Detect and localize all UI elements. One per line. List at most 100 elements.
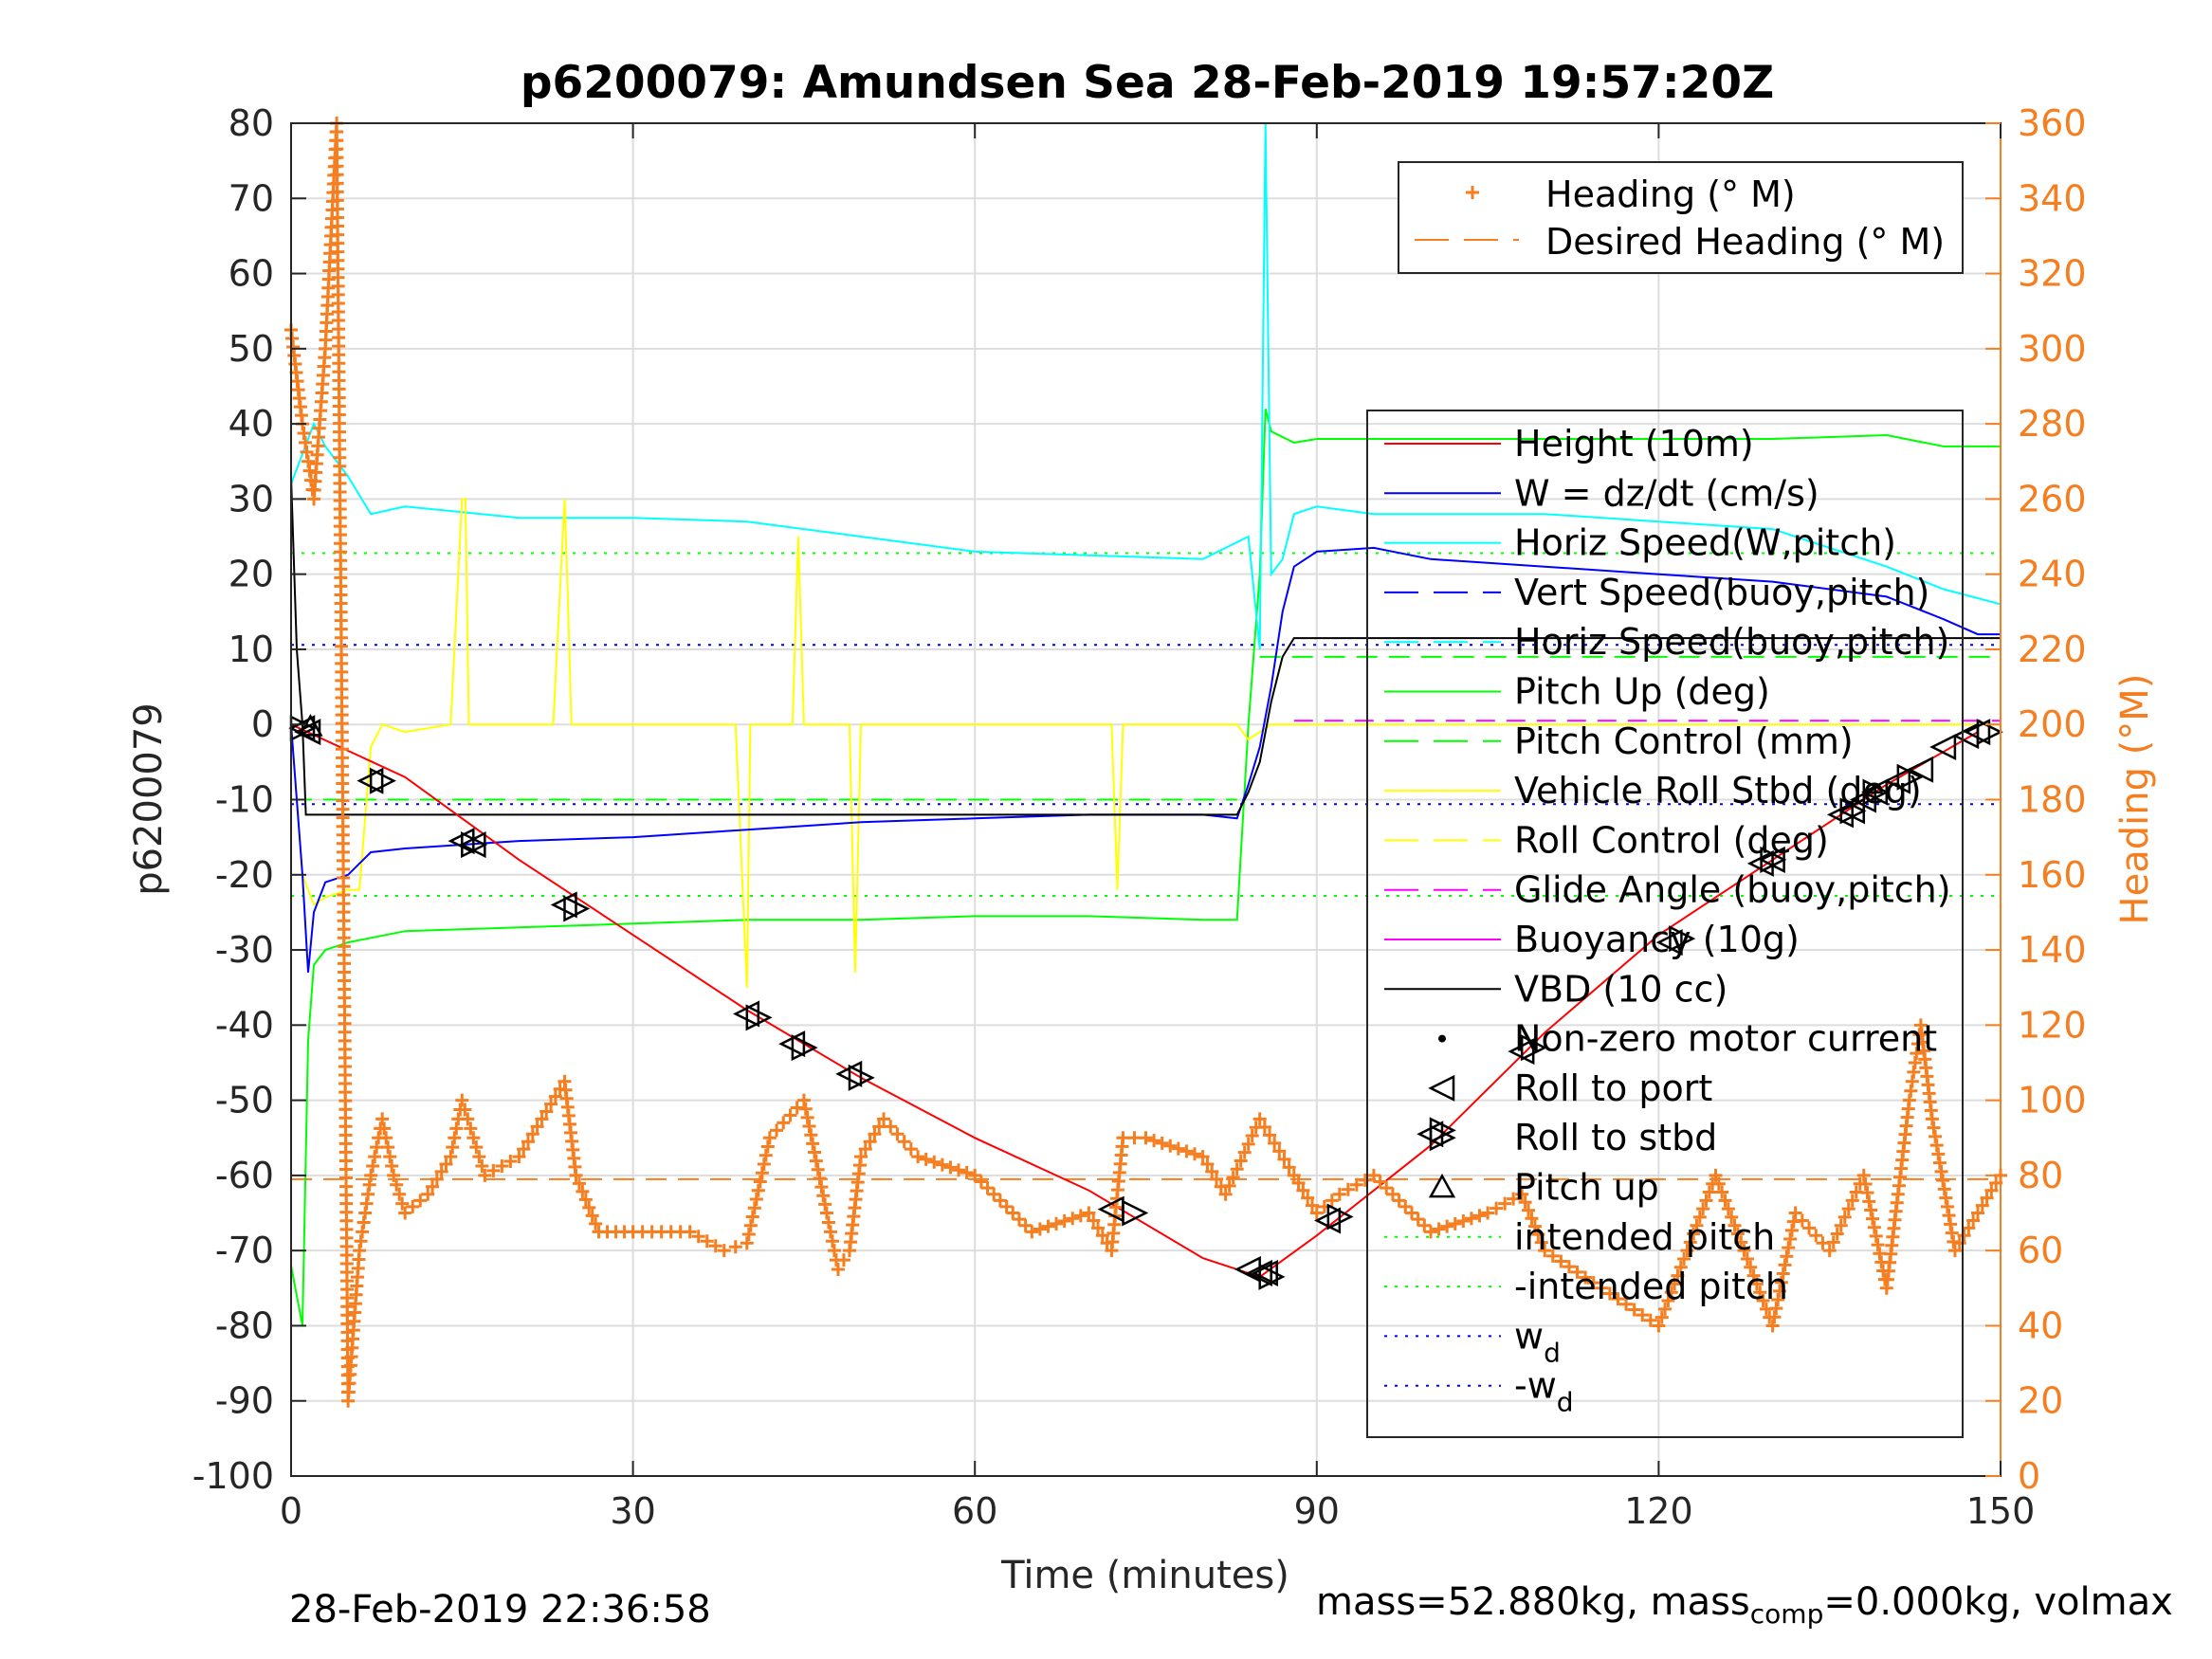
heading-point-fill [1849,1185,1863,1199]
heading-point-fill [1579,1270,1593,1285]
heading-point [796,1093,811,1107]
heading-point-fill [760,1139,775,1154]
heading-point-fill [1498,1196,1512,1211]
mass-rest: =0.000kg, volmax [1823,1580,2173,1624]
heading-point-fill [1432,1222,1446,1236]
roll-to-port-marker [1929,733,1957,761]
heading-point-fill [807,1145,821,1159]
heading-point-fill [302,464,317,478]
heading-point-fill [1464,1212,1478,1226]
legend-main-entry: W = dz/dt (cm/s) [1514,472,1819,514]
heading-point [1538,1244,1552,1258]
heading-point-fill [1927,1121,1941,1135]
heading-point-fill [1782,1241,1796,1255]
heading-point-fill [818,1197,832,1212]
heading-point-fill [1962,1221,1976,1235]
heading-point-fill [1091,1221,1106,1235]
heading-point-fill [753,1175,767,1189]
heading-point-fill [1619,1297,1634,1311]
heading-point-fill [1734,1235,1748,1249]
heading-point-fill [1472,1209,1487,1223]
y-tick-label: 0 [251,703,274,745]
y2-tick-label: 60 [2018,1230,2063,1271]
heading-point-fill [1673,1260,1688,1274]
heading-point-fill [1611,1292,1625,1306]
roll-to-port-marker [1907,756,1934,783]
y2-tick-label: 80 [2018,1155,2063,1196]
heading-point [421,1187,435,1201]
heading-point-fill [747,1201,761,1215]
roll-to-stbd-marker [1896,763,1924,791]
heading-point-fill [1095,1229,1109,1243]
y-tick-label: 80 [229,102,274,144]
heading-point-fill [1073,1209,1088,1223]
heading-point [466,1131,481,1145]
series-line-vbd-10-cc [290,476,2001,816]
heading-point-fill [1975,1198,1989,1212]
heading-point-fill [1200,1158,1215,1171]
heading-point-fill [426,1179,440,1194]
roll-to-stbd-marker [1862,778,1890,806]
heading-point-fill [1341,1182,1355,1196]
heading-point-fill [1171,1141,1185,1156]
heading-point-fill [356,1215,371,1230]
heading-point-fill [521,1135,536,1149]
heading-point [1252,1112,1267,1126]
heading-point-fill [503,1155,518,1169]
legend-swatch [1428,1173,1456,1198]
heading-point-fill [741,1227,756,1241]
heading-point [831,1262,845,1276]
heading-point [569,1168,583,1182]
legend-top-entry: Heading (° M) [1545,173,1796,215]
y2-tick-label: 160 [2018,854,2087,896]
heading-point [444,1150,458,1164]
heading-point-fill [919,1152,933,1166]
heading-point-fill [461,1112,475,1126]
heading-point-fill [798,1102,813,1116]
legend-main-entry: Vert Speed(buoy,pitch) [1514,572,1929,613]
heading-point-fill [927,1155,941,1169]
x-axis-label: Time (minutes) [1000,1554,1289,1597]
heading-point-fill [1277,1152,1291,1166]
heading-point-fill [1245,1129,1259,1143]
heading-point [353,1244,367,1258]
legend-main-entry: Roll to port [1514,1067,1712,1109]
heading-point-fill [1957,1229,1971,1243]
heading-point-fill [1643,1313,1657,1327]
heading-point-fill [1147,1134,1161,1148]
heading-point-fill [802,1120,816,1134]
heading-point-fill [1756,1294,1770,1308]
y2-tick-label: 320 [2018,253,2087,295]
heading-point [911,1150,925,1164]
legend-main-entry: -intended pitch [1514,1266,1788,1307]
heading-point-fill [755,1166,769,1180]
heading-point-fill [356,1225,370,1239]
heading-point-fill [1057,1214,1071,1229]
roll-to-stbd-marker [1669,925,1696,953]
heading-point-fill [1699,1194,1713,1208]
y2-tick-label: 140 [2018,929,2087,971]
heading-point-fill [1179,1144,1194,1158]
heading-point [762,1131,777,1145]
legend-top-box [1398,161,1964,274]
y-axis-label: p6200079 [127,702,171,896]
heading-point-fill [1222,1178,1236,1193]
roll-to-stbd-marker [1839,797,1867,825]
heading-point-fill [728,1240,742,1254]
y2-tick-label: 40 [2018,1304,2063,1346]
heading-point-fill [393,1187,407,1201]
heading-point-fill [1033,1222,1047,1236]
heading-point-fill [993,1194,1007,1208]
y2-tick-label: 200 [2018,703,2087,745]
y-tick-label: -90 [215,1380,274,1422]
heading-point-fill [821,1215,835,1230]
y2-tick-label: 280 [2018,403,2087,445]
heading-point-fill [960,1166,974,1180]
heading-point-fill [585,1209,599,1223]
series-line-height-10m [290,723,1979,1279]
heading-point-fill [1358,1173,1372,1187]
roll-to-stbd-marker [791,1034,818,1062]
heading-point-fill [582,1200,596,1214]
legend-swatch [1438,1034,1446,1043]
heading-point-fill [525,1127,539,1141]
